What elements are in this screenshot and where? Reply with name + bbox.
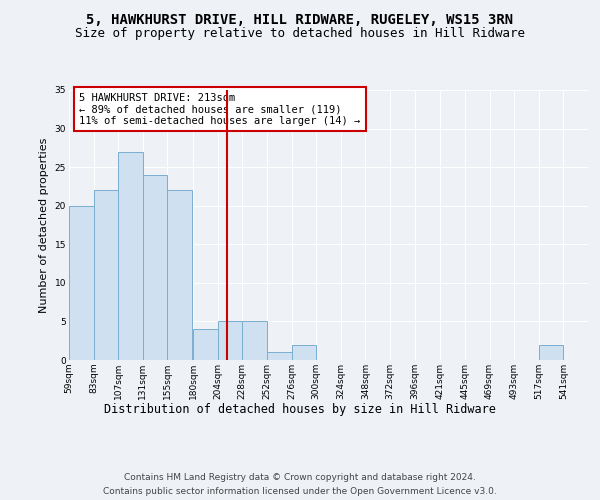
Bar	[218, 322, 242, 360]
Bar	[167, 190, 192, 360]
Text: Distribution of detached houses by size in Hill Ridware: Distribution of detached houses by size …	[104, 402, 496, 415]
Text: 5, HAWKHURST DRIVE, HILL RIDWARE, RUGELEY, WS15 3RN: 5, HAWKHURST DRIVE, HILL RIDWARE, RUGELE…	[86, 12, 514, 26]
Bar	[118, 152, 143, 360]
Bar	[193, 329, 218, 360]
Bar	[242, 322, 267, 360]
Bar	[94, 190, 118, 360]
Y-axis label: Number of detached properties: Number of detached properties	[39, 138, 49, 312]
Bar	[539, 344, 563, 360]
Bar	[267, 352, 292, 360]
Text: Size of property relative to detached houses in Hill Ridware: Size of property relative to detached ho…	[75, 28, 525, 40]
Text: 5 HAWKHURST DRIVE: 213sqm
← 89% of detached houses are smaller (119)
11% of semi: 5 HAWKHURST DRIVE: 213sqm ← 89% of detac…	[79, 92, 361, 126]
Bar	[143, 175, 167, 360]
Bar	[69, 206, 94, 360]
Bar	[292, 344, 316, 360]
Text: Contains HM Land Registry data © Crown copyright and database right 2024.: Contains HM Land Registry data © Crown c…	[124, 472, 476, 482]
Text: Contains public sector information licensed under the Open Government Licence v3: Contains public sector information licen…	[103, 488, 497, 496]
